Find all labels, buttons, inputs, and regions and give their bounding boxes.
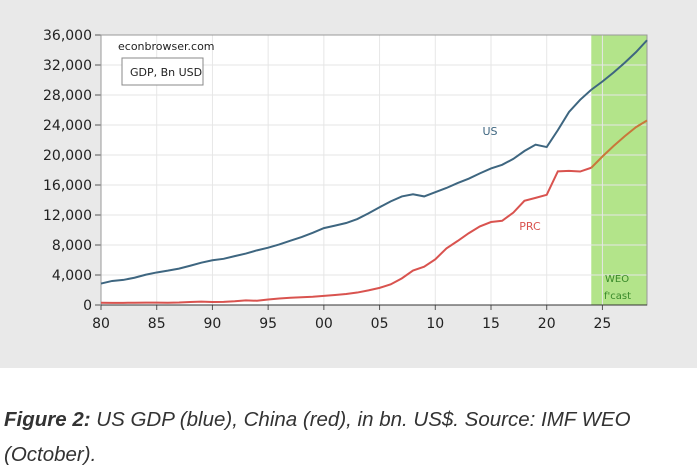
series-label-us: US <box>482 125 497 138</box>
series-line-us <box>100 89 592 285</box>
caption-text: US GDP (blue), China (red), in bn. US$. … <box>4 408 631 466</box>
series-forecast-line-us <box>590 39 648 91</box>
y-tick-label: 12,000 <box>43 208 92 224</box>
y-tick-label: 28,000 <box>43 88 92 104</box>
x-tick-label: 20 <box>538 316 556 332</box>
x-tick-label: 05 <box>371 316 389 332</box>
y-tick-label: 0 <box>83 298 92 314</box>
y-tick-label: 32,000 <box>43 58 92 74</box>
y-tick-label: 16,000 <box>43 178 92 194</box>
chart-container: 0 4,000 8,000 12,000 16,000 20,000 24,000 28,00… <box>0 0 697 368</box>
x-tick-label: 80 <box>92 316 110 332</box>
watermark: econbrowser.com <box>118 40 215 53</box>
x-tick-label: 95 <box>259 316 277 332</box>
series-line-prc <box>100 166 592 304</box>
gdp-line-chart: 0 4,000 8,000 12,000 16,000 20,000 24,000 28,00… <box>43 28 648 332</box>
y-tick-label: 8,000 <box>52 238 92 254</box>
figure-caption: Figure 2: US GDP (blue), China (red), in… <box>4 402 694 472</box>
legend-box-text: GDP, Bn USD <box>130 66 202 79</box>
x-tick-label: 90 <box>204 316 222 332</box>
y-tick-label: 20,000 <box>43 148 92 164</box>
y-tick-label: 4,000 <box>52 268 92 284</box>
x-tick-label: 15 <box>482 316 500 332</box>
x-tick-label: 25 <box>594 316 612 332</box>
forecast-label: f'cast <box>604 291 631 302</box>
forecast-label: WEO <box>605 274 629 285</box>
y-tick-label: 36,000 <box>43 28 92 44</box>
caption-label: Figure 2: <box>4 408 91 431</box>
series-label-prc: PRC <box>519 220 541 233</box>
legend-box <box>121 57 204 86</box>
x-tick-label: 85 <box>148 316 166 332</box>
x-tick-label: 10 <box>426 316 444 332</box>
x-tick-label: 00 <box>315 316 333 332</box>
series-forecast-line-prc <box>590 119 648 169</box>
y-tick-label: 24,000 <box>43 118 92 134</box>
forecast-region <box>591 35 647 305</box>
